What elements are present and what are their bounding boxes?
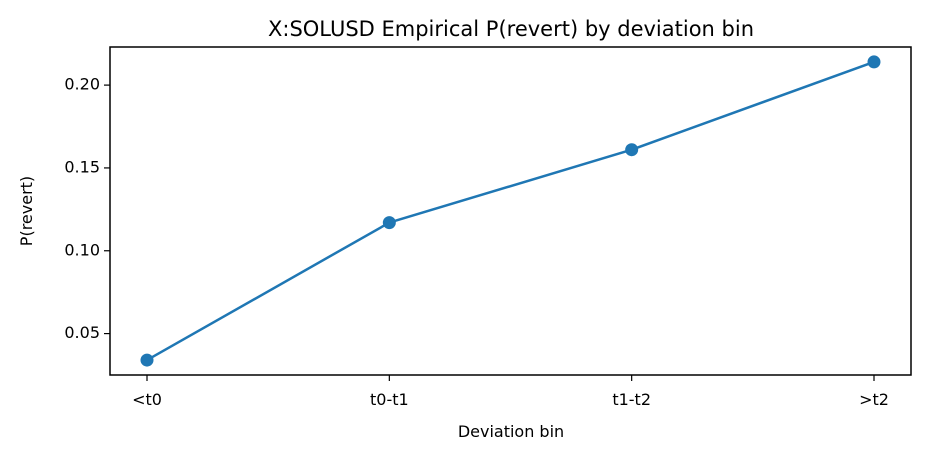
series-points: [140, 55, 881, 367]
plot-area: 0.05 0.10 0.15 0.20 <t0 t0-t1 t1-t2 >t2: [64, 46, 912, 409]
x-axis-ticks: <t0 t0-t1 t1-t2 >t2: [132, 375, 889, 409]
data-point: [867, 55, 881, 69]
chart-title: X:SOLUSD Empirical P(revert) by deviatio…: [268, 17, 754, 41]
y-tick-label: 0.10: [64, 240, 100, 259]
y-tick-label: 0.20: [64, 75, 100, 94]
y-axis-ticks: 0.05 0.10 0.15 0.20: [64, 75, 110, 342]
y-tick-label: 0.05: [64, 323, 100, 342]
series-lines: [146, 60, 875, 362]
y-axis-label: P(revert): [17, 176, 36, 246]
series-line: [146, 60, 875, 362]
x-tick-label: t1-t2: [612, 390, 651, 409]
x-tick-label: t0-t1: [370, 390, 409, 409]
data-point: [625, 143, 639, 157]
plot-frame: [109, 46, 912, 376]
x-axis-label: Deviation bin: [458, 422, 564, 441]
x-tick-label: >t2: [859, 390, 889, 409]
data-point: [382, 216, 396, 230]
x-tick-label: <t0: [132, 390, 162, 409]
y-tick-label: 0.15: [64, 157, 100, 176]
data-point: [140, 353, 154, 367]
